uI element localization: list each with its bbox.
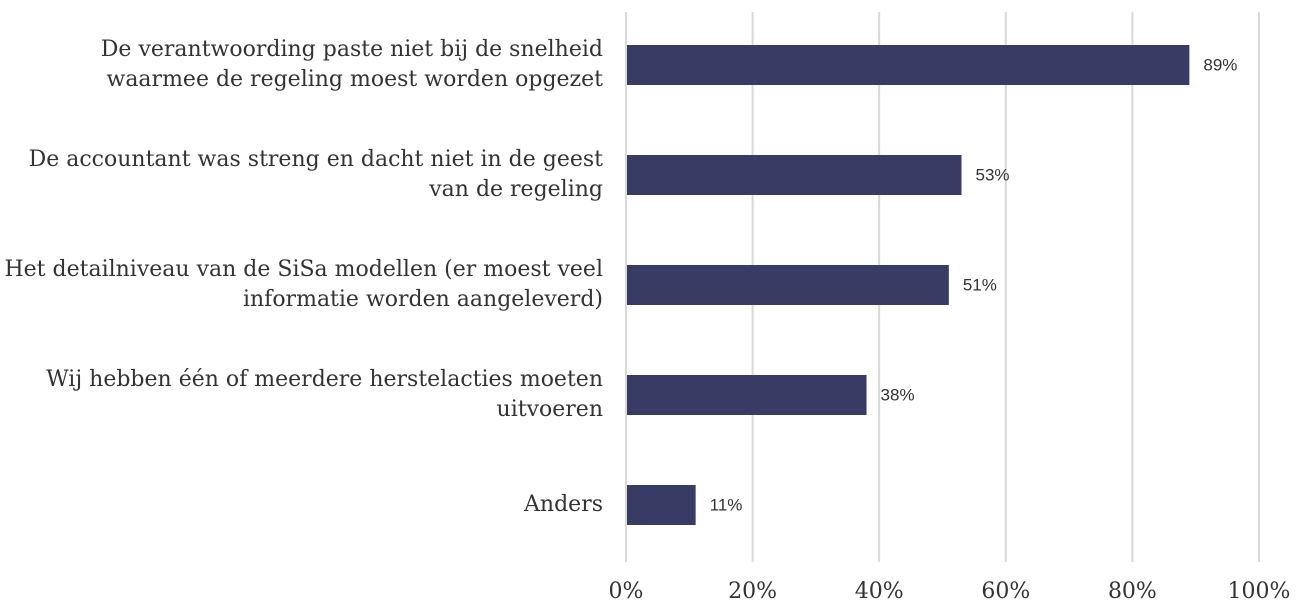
- y-tick-label: Het detailniveau van de SiSa modellen (e…: [4, 257, 603, 312]
- bar: [626, 45, 1190, 85]
- value-label: 89%: [1203, 55, 1237, 74]
- x-tick-label: 40%: [855, 579, 904, 604]
- bar: [626, 375, 867, 415]
- x-tick-label: 100%: [1228, 579, 1291, 604]
- y-tick-label: Wij hebben één of meerdere herstelacties…: [46, 367, 603, 422]
- y-tick-label: De verantwoording paste niet bij de snel…: [100, 37, 603, 92]
- value-label: 53%: [975, 165, 1009, 184]
- bar: [626, 265, 949, 305]
- x-tick-label: 80%: [1108, 579, 1157, 604]
- bar: [626, 485, 696, 525]
- y-tick-label: Anders: [524, 492, 603, 517]
- x-tick-label: 60%: [981, 579, 1030, 604]
- x-tick-label: 0%: [609, 579, 644, 604]
- value-label: 51%: [963, 275, 997, 294]
- value-label: 11%: [710, 495, 743, 514]
- bar: [626, 155, 962, 195]
- x-tick-label: 20%: [728, 579, 777, 604]
- value-label: 38%: [881, 385, 915, 404]
- y-tick-label: De accountant was streng en dacht niet i…: [28, 147, 603, 202]
